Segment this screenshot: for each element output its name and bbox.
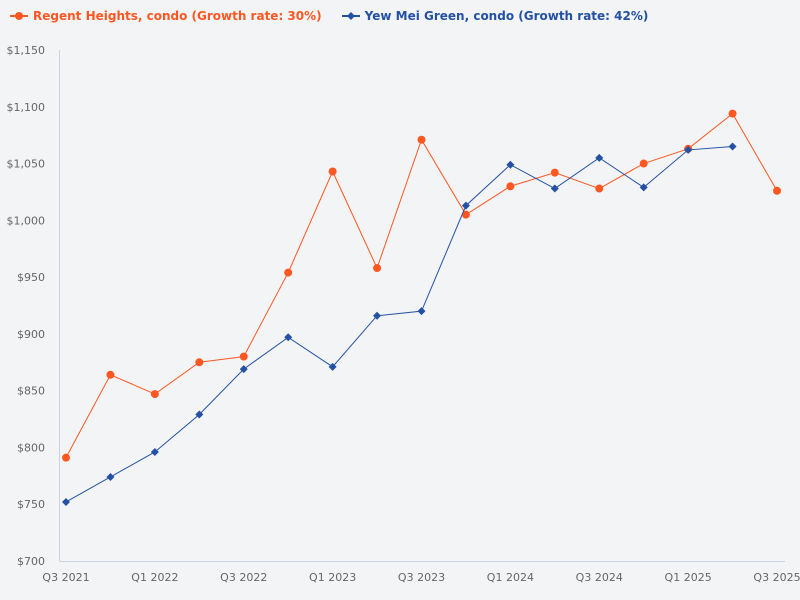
- legend: Regent Heights, condo (Growth rate: 30%)…: [10, 9, 648, 23]
- data-point: [550, 168, 559, 177]
- data-point: [506, 182, 515, 191]
- data-point: [728, 142, 737, 151]
- data-point: [195, 410, 204, 419]
- data-point: [284, 268, 293, 277]
- data-point: [106, 472, 115, 481]
- data-point: [461, 210, 470, 219]
- legend-item-regent-heights[interactable]: Regent Heights, condo (Growth rate: 30%): [10, 9, 322, 23]
- y-tick-label: $700: [17, 555, 45, 568]
- data-point: [773, 186, 781, 195]
- data-point: [284, 333, 293, 342]
- data-point: [239, 352, 248, 361]
- data-point: [684, 144, 693, 153]
- x-tick-label: Q1 2025: [665, 571, 712, 584]
- data-point: [595, 184, 604, 193]
- data-point: [639, 159, 648, 168]
- series-line-1: [65, 146, 733, 503]
- legend-label: Regent Heights, condo (Growth rate: 30%): [33, 9, 322, 23]
- data-point: [195, 358, 204, 367]
- y-tick-label: $1,050: [7, 158, 46, 171]
- y-tick-label: $850: [17, 385, 45, 398]
- x-tick-label: Q3 2024: [576, 571, 623, 584]
- data-point: [639, 183, 648, 192]
- data-point: [62, 497, 70, 506]
- data-point: [506, 160, 515, 169]
- legend-item-yew-mei-green[interactable]: Yew Mei Green, condo (Growth rate: 42%): [341, 9, 649, 23]
- data-point: [595, 153, 604, 162]
- y-tick-label: $900: [17, 328, 45, 341]
- data-point: [328, 362, 337, 371]
- y-tick-label: $750: [17, 498, 45, 511]
- data-point: [461, 201, 470, 210]
- circle-marker-icon: [10, 12, 28, 20]
- data-point: [106, 370, 115, 379]
- x-tick-label: Q1 2024: [487, 571, 534, 584]
- y-tick-label: $1,150: [7, 44, 46, 57]
- data-point: [684, 145, 693, 154]
- data-point: [328, 167, 337, 176]
- x-tick-label: Q3 2025: [753, 571, 800, 584]
- y-tick-label: $1,100: [7, 101, 46, 114]
- series-line-0: [65, 112, 778, 458]
- diamond-marker-icon: [341, 12, 360, 20]
- data-point: [373, 264, 382, 273]
- y-tick-label: $950: [17, 271, 45, 284]
- data-point: [150, 447, 159, 456]
- data-point: [239, 365, 248, 374]
- data-point: [62, 453, 70, 462]
- data-point: [150, 390, 159, 399]
- data-point: [417, 135, 426, 144]
- y-tick-label: $800: [17, 441, 45, 454]
- data-point: [550, 184, 559, 193]
- y-tick-label: $1,000: [7, 214, 46, 227]
- x-tick-label: Q3 2021: [42, 571, 89, 584]
- legend-label: Yew Mei Green, condo (Growth rate: 42%): [364, 9, 649, 23]
- x-tick-label: Q3 2022: [220, 571, 267, 584]
- data-point: [373, 311, 382, 320]
- x-tick-label: Q3 2023: [398, 571, 445, 584]
- data-point: [728, 109, 737, 118]
- x-tick-label: Q1 2023: [309, 571, 356, 584]
- x-tick-label: Q1 2022: [131, 571, 178, 584]
- data-point: [417, 307, 426, 316]
